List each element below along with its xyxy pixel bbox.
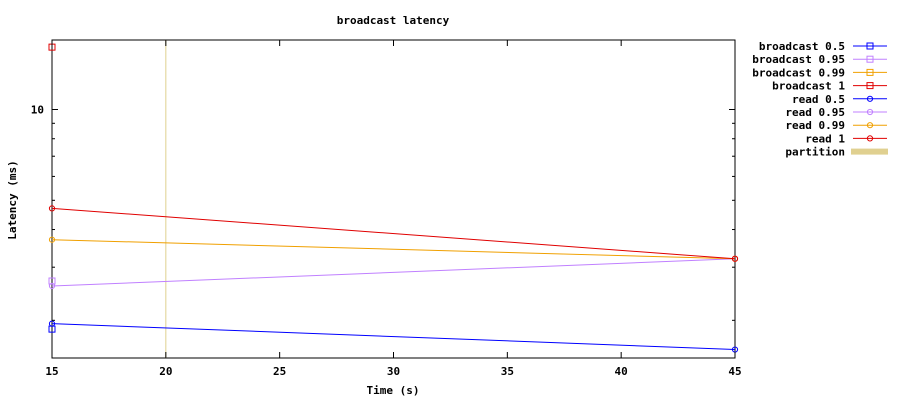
legend-label: broadcast 0.95	[752, 53, 845, 66]
y-axis-label: Latency (ms)	[6, 160, 19, 239]
legend-label: partition	[785, 146, 845, 159]
data-point	[48, 320, 56, 327]
tick-layer: 15 20 25 30 35 40 45 10	[31, 40, 742, 378]
data-point	[48, 205, 56, 212]
series-layer	[48, 43, 739, 353]
series-line	[51, 258, 736, 287]
data-point	[48, 236, 56, 243]
legend-marker	[866, 135, 874, 142]
legend-label: broadcast 1	[772, 80, 845, 93]
legend-label: read 0.99	[785, 119, 845, 132]
x-tick-label: 45	[728, 365, 741, 378]
legend-marker	[866, 42, 874, 50]
y-tick-label: 10	[31, 104, 44, 117]
plot-frame	[51, 39, 736, 359]
chart-title: broadcast latency	[337, 14, 450, 27]
legend-marker	[866, 95, 874, 102]
x-tick-label: 25	[273, 365, 286, 378]
x-tick-label: 40	[615, 365, 628, 378]
legend-marker	[866, 108, 874, 116]
x-tick-label: 15	[45, 365, 58, 378]
x-tick-label: 20	[159, 365, 172, 378]
series-line	[51, 207, 736, 260]
legend-label: read 0.95	[785, 106, 845, 119]
legend-marker	[866, 68, 874, 76]
legend-swatch	[851, 148, 888, 155]
data-point	[48, 282, 56, 290]
legend-label: broadcast 0.99	[752, 66, 845, 79]
x-tick-label: 35	[501, 365, 514, 378]
legend-label: read 0.5	[792, 93, 845, 106]
legend-marker	[866, 82, 874, 90]
legend-label: read 1	[805, 132, 845, 145]
legend-marker	[866, 55, 874, 63]
data-point	[48, 277, 56, 285]
legend-label: broadcast 0.5	[759, 40, 845, 53]
data-point	[731, 255, 739, 262]
series-line	[51, 323, 736, 350]
series-line	[51, 239, 736, 260]
x-tick-label: 30	[387, 365, 400, 378]
legend-marker	[866, 122, 874, 129]
x-axis-label: Time (s)	[367, 384, 420, 397]
